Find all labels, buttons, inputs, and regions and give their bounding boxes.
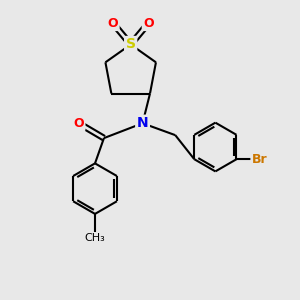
Text: Br: Br	[252, 153, 268, 166]
Text: N: N	[137, 116, 148, 130]
Text: CH₃: CH₃	[85, 233, 105, 243]
Text: O: O	[74, 117, 84, 130]
Text: S: S	[126, 38, 136, 52]
Text: O: O	[107, 16, 118, 30]
Text: O: O	[143, 16, 154, 30]
